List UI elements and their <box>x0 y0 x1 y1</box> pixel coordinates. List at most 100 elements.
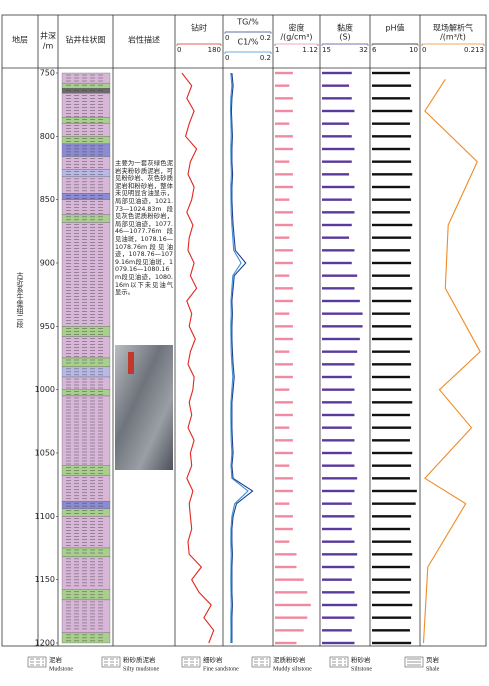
log-bar <box>322 325 363 328</box>
depth-tick-label: 750 <box>40 69 55 78</box>
log-bar <box>372 211 410 214</box>
log-bar <box>275 464 290 467</box>
description-text: 主要为一套灰绿色泥岩夹粉砂质泥岩，可见粉砂岩、灰色砂质泥岩和粉砂岩，整体未见明显… <box>115 160 173 297</box>
track-tick-label: 0 <box>225 54 229 62</box>
log-bar <box>275 515 293 518</box>
lithology-interval <box>61 336 111 359</box>
track-unit: /(g/cm³) <box>280 33 312 42</box>
log-bar <box>322 109 355 113</box>
log-bar <box>372 198 412 201</box>
lithology-interval <box>61 599 111 634</box>
depth-tick-label: 850 <box>40 195 55 204</box>
log-bar <box>322 185 355 189</box>
log-bar <box>322 350 358 353</box>
log-bar <box>372 565 410 569</box>
log-bar <box>322 223 352 227</box>
log-bar <box>322 616 355 619</box>
log-bar <box>275 274 290 277</box>
depth-tick-label: 1050 <box>35 449 55 458</box>
legend-label: 泥质粉砂岩 <box>273 655 306 664</box>
log-bar <box>372 502 416 505</box>
log-bar <box>275 641 297 645</box>
log-bar <box>275 616 308 619</box>
track-tick-label: 32 <box>359 46 368 54</box>
log-bar <box>372 274 410 277</box>
legend-label: 细砂岩 <box>203 655 223 664</box>
track-unit: (S) <box>339 33 350 42</box>
depth-tick-label: 900 <box>40 259 55 268</box>
log-bar <box>275 135 293 138</box>
log-bar <box>275 337 293 341</box>
track-tick-label: 0 <box>225 34 229 42</box>
log-bar <box>322 261 352 265</box>
legend-label-en: Mudstone <box>49 666 73 672</box>
log-bar <box>275 223 293 227</box>
log-bar <box>372 401 413 404</box>
log-bar <box>275 122 290 125</box>
log-bar <box>372 603 413 607</box>
log-bar <box>372 71 410 75</box>
lithology-interval <box>61 93 111 118</box>
stratum-name: 古近系牛堡组二段 <box>16 271 24 329</box>
track-title: 现场解析气 <box>433 23 473 33</box>
track-tick-label: 10 <box>409 46 418 54</box>
track-tick-label: 1 <box>275 46 279 54</box>
stratum-header: 地层 <box>12 35 28 45</box>
log-bar <box>372 591 410 594</box>
track-tick-label: 0 <box>422 46 426 54</box>
depth-tick-label: 1200 <box>35 639 55 648</box>
log-bar <box>372 287 413 290</box>
legend-label: 泥岩 <box>49 655 63 664</box>
log-bar <box>372 249 410 252</box>
lithology-interval <box>61 516 111 549</box>
log-bar <box>322 629 352 632</box>
log-bar <box>372 147 410 151</box>
log-bar <box>322 515 355 518</box>
log-bar <box>275 325 293 328</box>
log-bar <box>275 211 293 214</box>
log-bar <box>372 439 410 442</box>
core-photo <box>115 345 173 470</box>
lithology-interval <box>61 88 111 94</box>
lithology-interval <box>61 547 111 558</box>
depth-header: 井深 <box>40 31 56 41</box>
log-bar <box>372 426 412 429</box>
track-title: 密度 <box>289 23 305 33</box>
log-bar <box>322 160 352 163</box>
log-bar <box>322 122 350 125</box>
description-box: 主要为一套灰绿色泥岩夹粉砂质泥岩，可见粉砂岩、灰色砂质泥岩和粉砂岩，整体未见明显… <box>115 160 173 297</box>
track-tick-label: 0.2 <box>260 54 271 62</box>
log-bar <box>322 477 358 480</box>
lithology-interval <box>61 169 111 178</box>
log-bar <box>322 426 352 429</box>
legend-label-en: Fine sandstone <box>203 666 239 672</box>
track-tick-label: 15 <box>322 46 331 54</box>
log-bar <box>322 401 352 404</box>
log-bar <box>322 527 352 531</box>
lithology-interval <box>61 475 111 502</box>
track-tick-label: 0 <box>177 46 181 54</box>
log-bar <box>372 337 413 341</box>
log-bar <box>275 249 293 252</box>
log-bar <box>322 337 360 341</box>
track-unit: /(m³/t) <box>440 33 466 42</box>
log-bar <box>322 388 355 391</box>
log-bar <box>372 489 417 493</box>
log-bar <box>275 84 290 87</box>
lithology-interval <box>61 389 111 397</box>
log-bar <box>372 413 410 417</box>
depth-tick-label: 1150 <box>35 575 55 584</box>
log-bar <box>322 274 358 277</box>
log-bar <box>372 97 410 100</box>
log-bar <box>275 426 290 429</box>
log-bar <box>322 553 358 556</box>
log-bar <box>322 236 350 239</box>
log-bar <box>322 363 355 366</box>
log-bar <box>275 160 290 163</box>
log-bar <box>275 375 293 379</box>
lithology-interval <box>61 357 111 368</box>
log-bar <box>275 312 290 315</box>
legend-label: 粉砂岩 <box>351 655 371 664</box>
log-bar <box>275 540 290 543</box>
log-bar <box>322 439 355 442</box>
